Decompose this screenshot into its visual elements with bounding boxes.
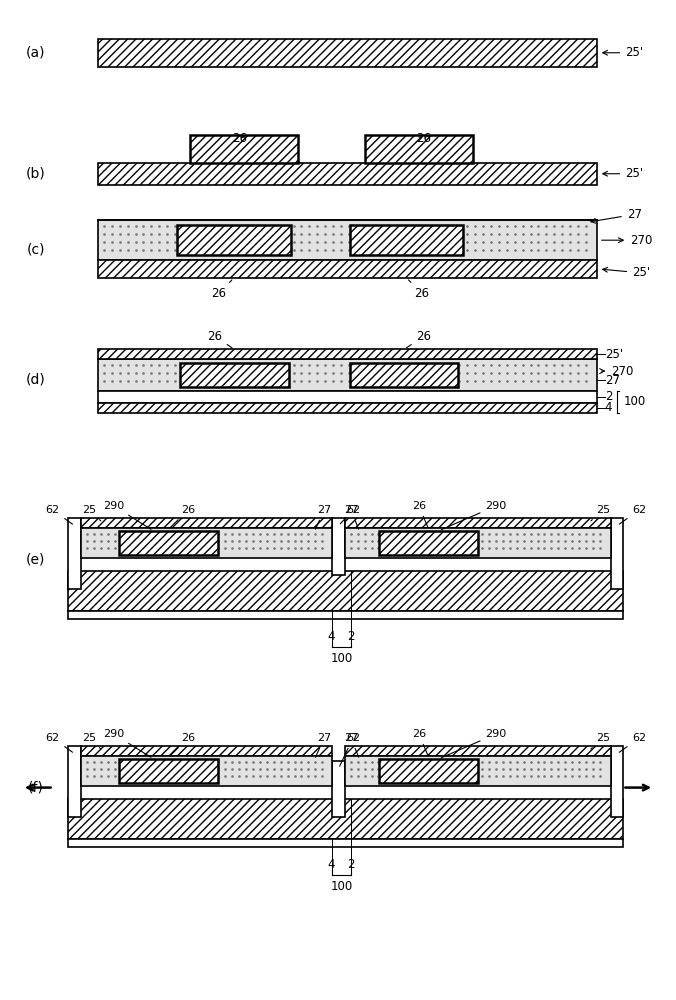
Text: 62: 62 (45, 505, 72, 524)
Text: 27: 27 (591, 208, 642, 223)
Text: (d): (d) (26, 372, 46, 386)
Text: 27: 27 (316, 733, 331, 757)
Text: (f): (f) (28, 781, 44, 795)
Text: 26: 26 (207, 330, 232, 348)
Text: 25: 25 (591, 505, 610, 521)
Bar (68, 799, 623, 839)
Bar (81, 518, 332, 528)
Bar (610, 746, 623, 817)
Bar (98, 391, 597, 403)
Bar (98, 39, 597, 67)
Bar (119, 531, 218, 555)
Text: 27: 27 (316, 505, 331, 529)
Text: 290: 290 (103, 729, 151, 757)
Bar (379, 759, 478, 783)
Text: 27: 27 (343, 505, 359, 529)
Text: 25: 25 (82, 505, 101, 521)
Bar (350, 363, 458, 387)
Bar (98, 220, 597, 260)
Bar (81, 528, 332, 558)
Bar (98, 163, 597, 185)
Text: 2: 2 (604, 390, 612, 403)
Bar (68, 518, 81, 589)
Text: 25': 25' (604, 348, 623, 361)
Text: 4: 4 (328, 858, 335, 871)
Bar (332, 518, 345, 575)
Text: 62: 62 (619, 733, 646, 752)
Text: 270: 270 (600, 365, 633, 378)
Text: 2: 2 (347, 858, 355, 871)
Bar (81, 756, 332, 786)
Text: 26: 26 (232, 132, 247, 145)
Bar (98, 260, 597, 278)
Text: 100: 100 (331, 652, 353, 665)
Text: 25: 25 (591, 733, 610, 749)
Text: 25: 25 (82, 733, 101, 749)
Text: (a): (a) (26, 46, 45, 60)
Bar (68, 839, 623, 847)
Bar (68, 571, 623, 611)
Bar (345, 518, 610, 528)
Text: 100: 100 (623, 395, 646, 408)
Bar (345, 746, 610, 756)
Text: 100: 100 (331, 880, 353, 893)
Text: 26: 26 (412, 729, 428, 755)
Text: 26: 26 (412, 501, 428, 527)
Text: 4: 4 (604, 401, 612, 414)
Bar (180, 363, 289, 387)
Bar (119, 759, 218, 783)
Text: 4: 4 (328, 630, 335, 643)
Text: 62: 62 (340, 505, 360, 524)
Text: 25': 25' (603, 266, 650, 279)
Bar (345, 756, 610, 786)
Text: 270: 270 (602, 234, 652, 247)
Text: 62: 62 (45, 733, 72, 752)
Text: 290: 290 (441, 729, 506, 758)
Bar (364, 135, 473, 163)
Text: 290: 290 (441, 501, 506, 530)
Bar (68, 611, 623, 619)
Text: 26: 26 (170, 505, 195, 528)
Text: (b): (b) (26, 167, 46, 181)
Text: 27: 27 (604, 374, 620, 387)
Bar (379, 531, 478, 555)
Bar (68, 746, 81, 817)
Bar (345, 528, 610, 558)
Text: 290: 290 (103, 501, 151, 529)
Bar (98, 349, 597, 359)
Text: 26: 26 (212, 280, 232, 300)
Text: 26: 26 (408, 280, 429, 300)
Text: 62: 62 (619, 505, 646, 524)
Text: (c): (c) (26, 242, 45, 256)
Text: 62: 62 (339, 733, 360, 766)
Text: (e): (e) (26, 552, 45, 566)
Text: 25': 25' (603, 167, 644, 180)
Text: 26: 26 (170, 733, 195, 756)
Bar (350, 225, 464, 255)
Text: 26: 26 (406, 330, 431, 348)
Bar (98, 403, 597, 413)
Bar (98, 359, 597, 391)
Text: 26: 26 (416, 132, 431, 145)
Text: 25': 25' (603, 46, 644, 59)
Bar (332, 761, 345, 817)
Bar (610, 518, 623, 589)
Text: 2: 2 (347, 630, 355, 643)
Text: 27: 27 (343, 733, 359, 757)
Bar (190, 135, 299, 163)
Bar (81, 746, 332, 756)
Bar (177, 225, 291, 255)
